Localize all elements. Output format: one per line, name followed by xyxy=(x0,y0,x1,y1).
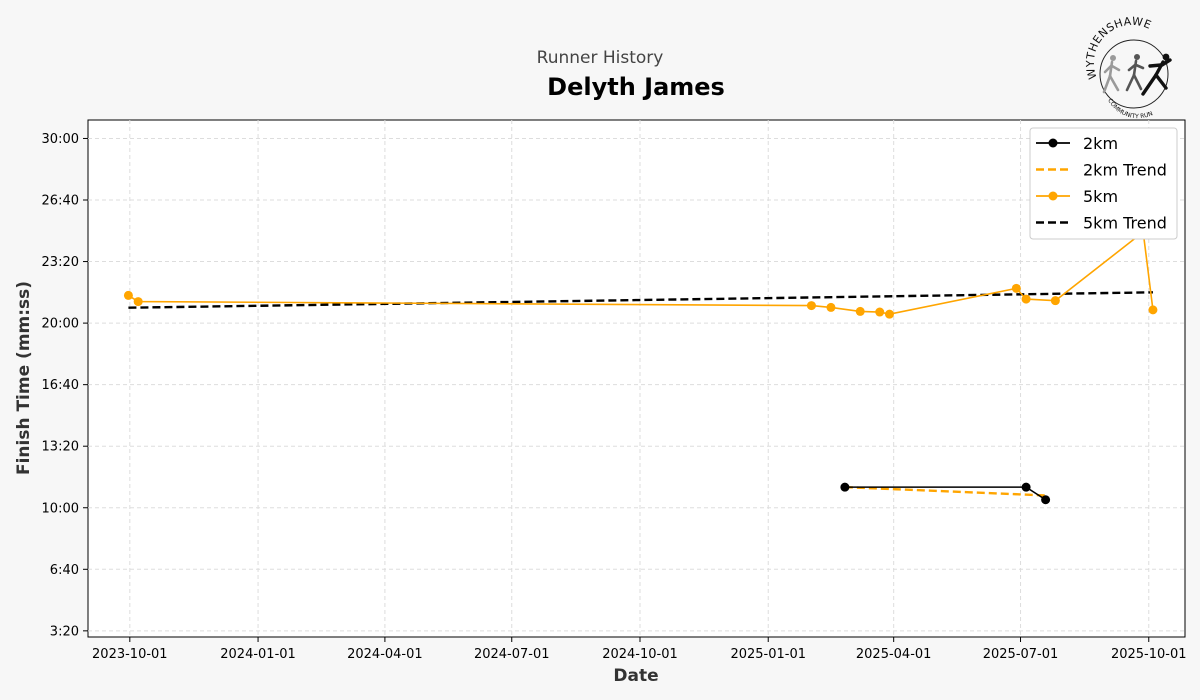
x-tick-label: 2025-01-01 xyxy=(730,647,806,662)
legend-item: 2km xyxy=(1036,134,1118,153)
y-tick-label: 13:20 xyxy=(42,440,79,455)
plot-area xyxy=(87,119,1186,638)
point-2km xyxy=(1041,495,1051,505)
logo-ring xyxy=(1099,39,1169,109)
legend-marker xyxy=(1048,191,1058,201)
legend-item: 5km xyxy=(1036,187,1118,206)
legend-label: 5km xyxy=(1083,187,1118,206)
legend-marker xyxy=(1048,138,1058,148)
chart-supertitle: Runner History xyxy=(537,48,664,68)
x-tick-label: 2025-07-01 xyxy=(983,647,1059,662)
y-axis: 3:20 6:40 10:00 13:20 16:40 20:00 23:20 26:40 30… xyxy=(42,132,88,639)
point-5km xyxy=(1011,283,1021,293)
runner-dark-grey-icon xyxy=(1125,54,1145,92)
x-tick-label: 2024-07-01 xyxy=(474,647,550,662)
wythenshawe-logo: WYTHENSHAWE COMMUNITY RUN xyxy=(1084,15,1172,120)
logo-bottom-text: COMMUNITY RUN xyxy=(1106,97,1154,120)
point-5km xyxy=(123,290,133,300)
legend-item: 2km Trend xyxy=(1036,161,1167,180)
y-tick-label: 6:40 xyxy=(50,563,79,578)
y-tick-label: 20:00 xyxy=(42,317,79,332)
legend-label: 2km xyxy=(1083,134,1118,153)
legend-label: 2km Trend xyxy=(1083,161,1167,180)
y-tick-label: 10:00 xyxy=(42,501,79,516)
point-5km xyxy=(806,301,816,311)
x-tick-label: 2024-01-01 xyxy=(220,647,296,662)
grid xyxy=(88,120,1185,637)
x-axis: 2023-10-01 2024-01-01 2024-04-01 2024-07-01… xyxy=(92,637,1187,662)
y-tick-label: 30:00 xyxy=(42,132,79,147)
legend-box xyxy=(1029,127,1178,240)
x-axis-title: Date xyxy=(613,666,658,686)
runner-grey-icon xyxy=(1102,55,1121,94)
series-2km-trend xyxy=(844,485,1046,497)
point-5km xyxy=(133,297,143,307)
point-5km xyxy=(875,307,885,317)
point-5km xyxy=(1148,305,1158,315)
point-2km xyxy=(1021,482,1031,492)
series-5km xyxy=(123,227,1158,319)
point-5km xyxy=(1021,294,1031,304)
y-tick-label: 23:20 xyxy=(42,255,79,270)
point-5km xyxy=(855,306,865,316)
point-2km xyxy=(840,482,850,492)
y-tick-label: 3:20 xyxy=(50,624,79,639)
x-tick-label: 2025-10-01 xyxy=(1111,647,1187,662)
y-tick-label: 26:40 xyxy=(42,194,79,209)
series-2km xyxy=(840,482,1051,505)
legend-item: 5km Trend xyxy=(1036,214,1167,233)
x-tick-label: 2024-10-01 xyxy=(602,647,678,662)
series-line-5km xyxy=(127,230,1154,316)
x-tick-label: 2024-04-01 xyxy=(347,647,423,662)
y-axis-title: Finish Time (mm:ss) xyxy=(14,281,34,475)
series-layer xyxy=(123,227,1158,505)
point-5km xyxy=(826,302,836,312)
series-line-2km-trend xyxy=(844,485,1046,497)
legend-label: 5km Trend xyxy=(1083,214,1167,233)
x-tick-label: 2025-04-01 xyxy=(856,647,932,662)
runner-black-icon xyxy=(1141,53,1172,96)
x-tick-label: 2023-10-01 xyxy=(92,647,168,662)
chart-title: Delyth James xyxy=(547,73,725,101)
point-5km xyxy=(1050,296,1060,306)
point-5km xyxy=(884,309,894,319)
legend: 2km 2km Trend 5km 5km Trend xyxy=(1029,127,1178,240)
y-tick-label: 16:40 xyxy=(42,378,79,393)
